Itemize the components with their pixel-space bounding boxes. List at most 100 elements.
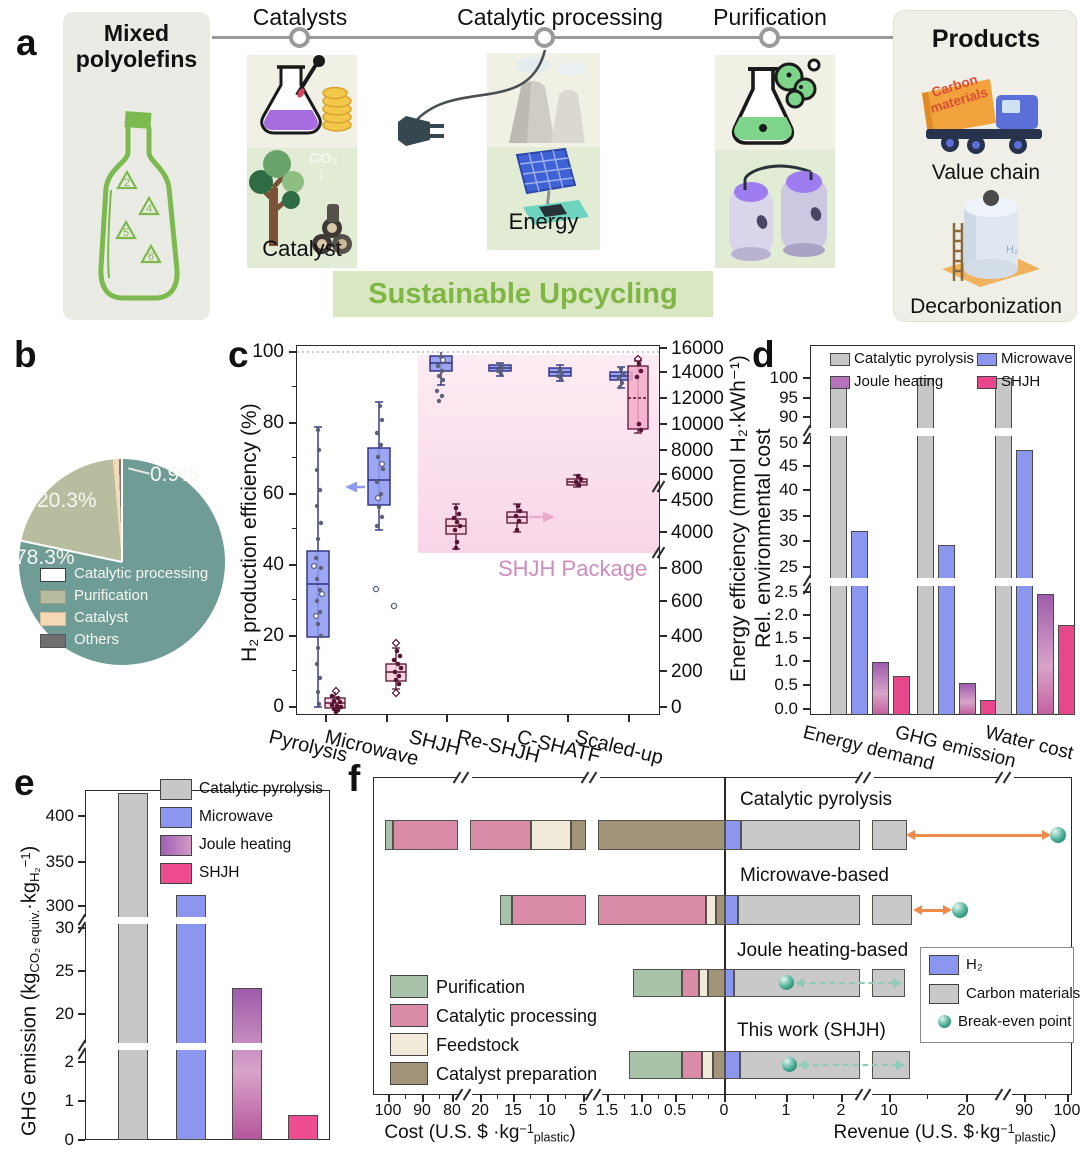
f-r2-catproc (598, 895, 706, 925)
tick (405, 1095, 407, 1099)
c-ytick-r: 200 (671, 661, 703, 682)
flow-step-catalysts: Catalysts (252, 4, 348, 30)
e-legend-swatch-microwave (160, 807, 192, 828)
f-legend-label: Feedstock (436, 1035, 520, 1055)
f-r1-catprep (571, 820, 586, 850)
f-r3-breakeven-arrow (800, 982, 894, 984)
f-legend-label: H₂ (966, 956, 983, 973)
panelc-plot-frame (296, 345, 660, 715)
c-ytick-r: 14000 (671, 362, 724, 383)
tick (289, 564, 296, 566)
h2-tank-icon: H₂ (942, 190, 1040, 287)
c-ytick-r: 10000 (671, 414, 724, 435)
panelc-boxplot-canvas (297, 351, 659, 714)
f-rev-label-part: Revenue (U.S. $·kg (833, 1122, 1001, 1144)
e-legend-label: Joule heating (199, 836, 292, 853)
tick (78, 970, 85, 972)
e-ylabel-part: GHG emission (kg (18, 972, 41, 1136)
f-row-title: Microwave-based (740, 865, 889, 886)
e-ylabel-part: ) (18, 845, 41, 853)
f-r2-breakeven-point (952, 902, 968, 918)
tick (78, 861, 85, 863)
e-ytick: 0 (64, 1130, 74, 1149)
f-cost-label-sup: −1 (519, 1122, 534, 1136)
tick (786, 1095, 788, 1102)
tick (803, 591, 810, 593)
tick (78, 1100, 85, 1102)
pie-legend-label: Purification (74, 587, 149, 604)
tick (480, 1095, 482, 1102)
d-bar-joule-energy (872, 662, 889, 715)
tick (78, 1061, 85, 1063)
d-ytick: 45 (779, 456, 798, 475)
tick (803, 515, 810, 517)
d-legend-label: Catalytic pyrolysis (854, 350, 975, 367)
energy-card-bottom: Energy (487, 147, 600, 250)
c-ytick-r: 600 (671, 591, 703, 612)
flow-timeline (212, 36, 964, 39)
e-legend-swatch-joule (160, 835, 192, 856)
tick (289, 635, 296, 637)
tick (966, 1095, 968, 1102)
pie-label-78: 78.3% (15, 546, 75, 569)
f-cost-label-part: ) (569, 1122, 576, 1144)
f-r2-feedstock (706, 895, 716, 925)
f-rev-label-sub: plastic (1014, 1130, 1051, 1145)
decarbonization-label: Decarbonization (910, 295, 1062, 318)
banner-text: Sustainable Upcycling (368, 278, 678, 310)
mixed-polyolefins-card: Mixed polyolefins 2 4 5 6 (63, 12, 210, 320)
f-xtick: 100 (1053, 1102, 1080, 1119)
cooling-towers-icon (509, 57, 586, 143)
e-legend-label: Catalytic pyrolysis (199, 780, 324, 797)
pie-legend-label: Catalyst (74, 609, 129, 626)
f-r3-catproc (682, 969, 699, 997)
catalysts-card-top (247, 55, 357, 148)
f-cost-axis-label: Cost (U.S. $ ·kg−1plastic) (330, 1122, 630, 1144)
d-legend-swatch-catpyro (830, 353, 850, 366)
e-ytick: 300 (45, 896, 74, 915)
left-axis-arrow (345, 481, 365, 493)
tick (1024, 1095, 1026, 1102)
tick (660, 531, 667, 533)
axis-break-band (807, 578, 813, 586)
tick (292, 599, 296, 601)
tick (803, 416, 810, 418)
f-xtick: 20 (957, 1102, 975, 1119)
f-r4-purification (629, 1051, 682, 1079)
tick (292, 528, 296, 530)
f-r2-catproc (512, 895, 586, 925)
f-r2-breakeven-arrow (920, 909, 944, 912)
arrowhead-left (913, 905, 922, 915)
flow-step-purification: Purification (713, 4, 827, 30)
f-r1-catproc (393, 820, 458, 850)
f-legend-label: Catalyst preparation (436, 1064, 598, 1084)
e-legend-swatch-shjh (160, 863, 192, 884)
tick (803, 684, 810, 686)
tick (803, 660, 810, 662)
arrowhead-left (906, 830, 915, 840)
pie-legend-swatch-catalytic-processing (40, 568, 66, 582)
d-legend-label: SHJH (1001, 373, 1041, 390)
c-ylabel-right: Energy efficiency (mmol H₂·kWh⁻¹) (727, 355, 750, 682)
tick (813, 1095, 815, 1099)
d-ytick: 1.5 (774, 628, 798, 647)
tick (78, 1013, 85, 1015)
f-legend-swatch-purification (390, 975, 428, 998)
axis-break-band (82, 1043, 88, 1050)
d-ytick: 2.5 (774, 582, 798, 601)
tick (567, 715, 569, 722)
f-r4-catprep (713, 1051, 725, 1079)
svg-text:6: 6 (148, 251, 154, 263)
panel-label-c: c (228, 334, 249, 375)
c-ytick: 80 (262, 412, 284, 433)
d-legend-swatch-shjh (977, 376, 997, 389)
purification-card-bottom (715, 150, 835, 268)
e-ylabel-part: ·kg (18, 882, 41, 910)
blue-scatter-points (313, 354, 626, 707)
tick (547, 1095, 549, 1102)
d-legend-label: Microwave (1001, 350, 1073, 367)
arrowhead-right (943, 905, 952, 915)
arrowhead-right (893, 978, 902, 988)
f-legend-swatch-carbon (929, 984, 959, 1004)
e-bar-microwave (176, 895, 206, 1140)
